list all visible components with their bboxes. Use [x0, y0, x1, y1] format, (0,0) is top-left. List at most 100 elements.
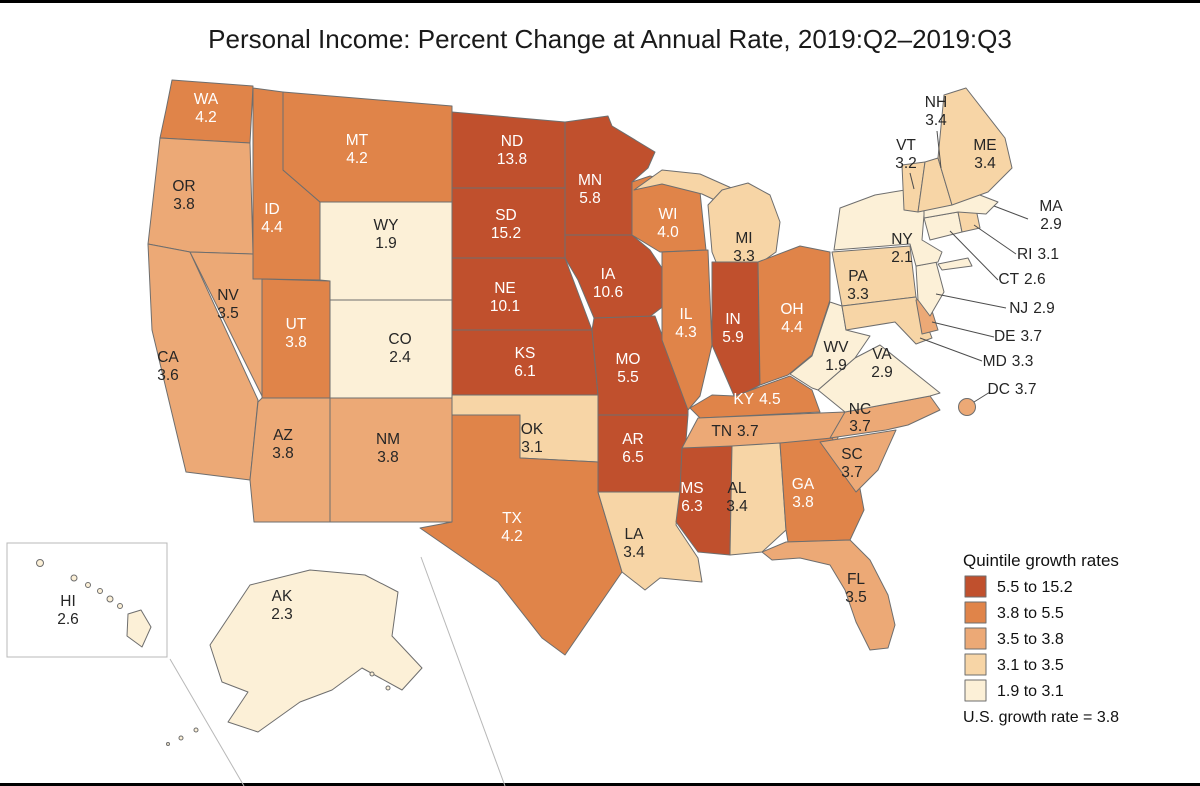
hawaii-island-5 [106, 595, 114, 603]
alaska-island-3 [166, 742, 170, 746]
state-label-hi: HI 2.6 [57, 593, 79, 628]
state-label-ia: IA 10.6 [593, 266, 623, 301]
state-label-ri: RI 3.1 [1017, 246, 1059, 263]
hawaii-island-6 [117, 603, 123, 609]
state-label-wv: WV 1.9 [824, 339, 850, 374]
state-label-al: AL 3.4 [726, 480, 748, 515]
leader-line-vt [909, 172, 915, 190]
alaska-island-5 [385, 685, 391, 691]
state-shape-nd [451, 111, 566, 189]
legend-swatch-1 [964, 575, 987, 598]
legend-swatch-3 [964, 627, 987, 650]
state-label-nd: ND 13.8 [497, 133, 527, 168]
state-label-de: DE 3.7 [994, 328, 1042, 345]
legend-label-1: 5.5 to 15.2 [997, 579, 1073, 596]
leader-line-nh [936, 130, 942, 169]
state-label-ny: NY 2.1 [891, 231, 913, 266]
legend-swatch-4 [964, 653, 987, 676]
hawaii-island-2 [70, 574, 78, 582]
state-label-ks: KS 6.1 [514, 345, 536, 380]
state-label-oh: OH 4.4 [780, 301, 803, 336]
hawaii-island-1 [36, 559, 44, 567]
state-label-ga: GA 3.8 [792, 476, 815, 511]
state-label-ut: UT 3.8 [285, 316, 307, 351]
state-shape-fl [761, 539, 896, 651]
state-label-wy: WY 1.9 [374, 217, 399, 252]
state-label-sd: SD 15.2 [491, 207, 521, 242]
leader-line-de [931, 321, 995, 338]
state-label-va: VA 2.9 [871, 346, 893, 381]
state-label-md: MD 3.3 [983, 353, 1034, 370]
state-label-mn: MN 5.8 [578, 172, 602, 207]
conus-states [147, 79, 1013, 656]
state-label-or: OR 3.8 [172, 178, 195, 213]
hawaii-inset-box [6, 542, 168, 658]
leader-lines [909, 130, 1029, 403]
legend-label-5: 1.9 to 3.1 [997, 683, 1064, 700]
alaska-island-4 [369, 671, 375, 677]
hawaii-island-4 [97, 588, 103, 594]
state-label-ms: MS 6.3 [680, 480, 703, 515]
state-label-nv: NV 3.5 [217, 287, 239, 322]
alaska-inset-divider-right [420, 556, 506, 786]
state-label-nm: NM 3.8 [376, 431, 400, 466]
leader-line-md [919, 337, 983, 362]
state-label-tx: TX 4.2 [501, 510, 523, 545]
legend-title: Quintile growth rates [963, 551, 1119, 570]
state-label-tn: TN 3.7 [711, 423, 758, 440]
hawaii-island-big [126, 609, 152, 648]
legend-label-4: 3.1 to 3.5 [997, 657, 1064, 674]
state-label-nc: NC 3.7 [849, 401, 871, 435]
state-label-il: IL 4.3 [675, 306, 697, 341]
state-shape-ak [209, 569, 423, 733]
state-label-vt: VT 3.2 [895, 137, 917, 172]
state-label-co: CO 2.4 [388, 331, 411, 366]
state-label-sc: SC 3.7 [841, 446, 863, 481]
state-label-ak: AK 2.3 [271, 588, 293, 623]
legend-label-2: 3.8 to 5.5 [997, 605, 1064, 622]
state-shape-sc [819, 429, 897, 493]
state-label-la: LA 3.4 [623, 526, 645, 561]
alaska-island-2 [178, 735, 184, 741]
state-shape-or [147, 137, 254, 255]
state-label-dc: DC 3.7 [988, 381, 1037, 398]
legend-label-3: 3.5 to 3.8 [997, 631, 1064, 648]
leader-line-ct [949, 230, 999, 281]
state-shape-md [841, 296, 933, 345]
state-label-nj: NJ 2.9 [1009, 300, 1055, 317]
state-label-ma: MA 2.9 [1039, 198, 1063, 233]
state-label-mt: MT 4.2 [346, 132, 369, 167]
state-label-ne: NE 10.1 [490, 280, 520, 315]
state-label-pa: PA 3.3 [847, 268, 869, 303]
state-label-ar: AR 6.5 [622, 431, 644, 466]
leader-line-ri [973, 224, 1017, 255]
leader-line-ma [993, 205, 1029, 220]
frame-border-top [0, 0, 1200, 3]
state-shape-wv [789, 301, 871, 391]
state-shape-ny-long-island [937, 257, 973, 271]
state-label-wi: WI 4.0 [657, 206, 679, 241]
state-shape-il [661, 249, 713, 411]
hawaii-island-3 [85, 582, 91, 588]
legend-swatch-5 [964, 679, 987, 702]
state-label-ok: OK 3.1 [521, 421, 544, 456]
state-label-ca: CA 3.6 [157, 349, 179, 384]
state-label-nh: NH 3.4 [925, 94, 947, 129]
state-shape-dc-circle [958, 398, 976, 416]
frame-border-bottom [0, 783, 1200, 786]
leader-line-nj [935, 293, 1007, 309]
state-label-id: ID 4.4 [261, 201, 283, 236]
legend-swatch-2 [964, 601, 987, 624]
state-label-ct: CT 2.6 [998, 271, 1045, 288]
alaska-island-1 [193, 727, 199, 733]
legend-footnote: U.S. growth rate = 3.8 [963, 709, 1119, 726]
inset-frames [6, 542, 506, 786]
map-title: Personal Income: Percent Change at Annua… [208, 24, 1012, 54]
state-label-wa: WA 4.2 [194, 91, 219, 126]
state-label-me: ME 3.4 [973, 137, 996, 172]
state-labels: WA 4.2 OR 3.8 CA 3.6 NV 3.5 ID 4.4 MT 4.2 WY 1.… [57, 91, 1063, 628]
alaska-inset-divider-left [169, 658, 245, 786]
state-label-in: IN 5.9 [722, 311, 744, 346]
state-shape-al [729, 442, 787, 556]
